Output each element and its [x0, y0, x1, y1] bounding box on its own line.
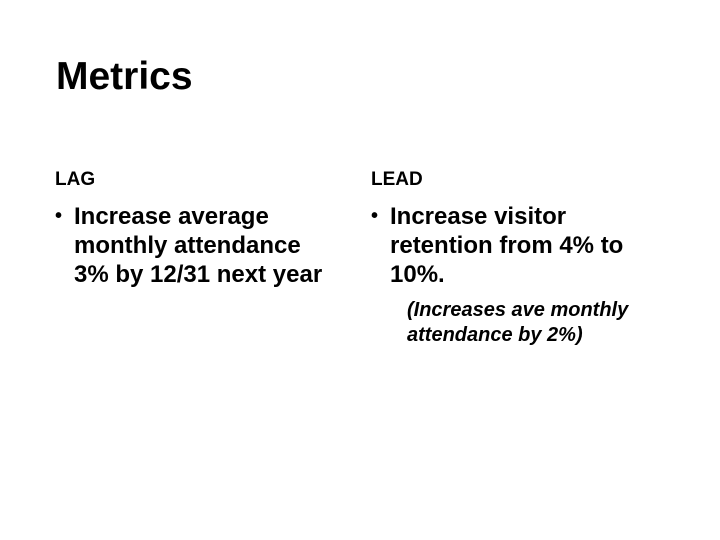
lead-column: LEAD • Increase visitor retention from 4… [371, 170, 661, 348]
lead-header: LEAD [371, 169, 423, 190]
lag-header: LAG [55, 169, 96, 190]
lead-sub-note: (Increases ave monthly attendance by 2%) [407, 299, 629, 346]
slide-title: Metrics [56, 55, 193, 98]
lag-bullet-list: • Increase average monthly attendance 3%… [55, 202, 345, 289]
list-item: • Increase average monthly attendance 3%… [55, 202, 345, 289]
list-item: • Increase visitor retention from 4% to … [371, 202, 661, 289]
lead-bullet-list: • Increase visitor retention from 4% to … [371, 202, 661, 289]
lag-column: LAG • Increase average monthly attendanc… [55, 170, 345, 289]
lead-bullet-text: Increase visitor retention from 4% to 10… [390, 203, 624, 288]
bullet-icon: • [371, 205, 379, 227]
bullet-icon: • [55, 205, 63, 227]
lag-bullet-text: Increase average monthly attendance 3% b… [74, 203, 323, 288]
